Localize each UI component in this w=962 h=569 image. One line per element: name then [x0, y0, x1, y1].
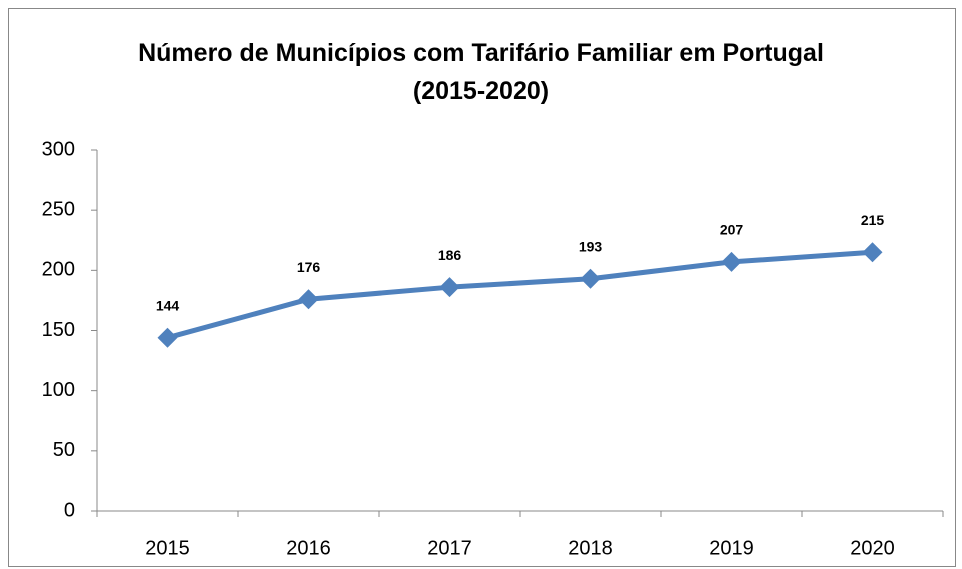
data-label: 215: [861, 212, 885, 228]
x-tick-label: 2017: [427, 537, 472, 559]
point-marker: [439, 277, 460, 298]
data-label: 176: [297, 259, 321, 275]
x-tick-label: 2018: [568, 537, 613, 559]
x-tick-label: 2020: [850, 537, 895, 559]
y-tick-label: 50: [53, 439, 75, 461]
point-marker: [862, 242, 883, 263]
data-label: 186: [438, 247, 462, 263]
y-tick-label: 100: [42, 379, 75, 401]
y-tick-label: 300: [42, 138, 75, 160]
y-tick-label: 0: [64, 499, 75, 521]
line-series: [166, 249, 873, 341]
x-tick-label: 2015: [145, 537, 190, 559]
y-tick-label: 200: [42, 259, 75, 281]
point-marker: [721, 251, 742, 272]
point-marker: [298, 289, 319, 310]
data-label: 144: [156, 297, 180, 313]
x-tick-label: 2016: [286, 537, 331, 559]
x-tick-label: 2019: [709, 537, 754, 559]
point-marker: [580, 268, 601, 289]
data-label: 193: [579, 238, 603, 254]
point-marker: [157, 327, 178, 348]
y-tick-label: 250: [42, 198, 75, 220]
chart-title: Número de Municípios com Tarifário Famil…: [138, 39, 824, 105]
chart-border: [8, 8, 956, 567]
y-tick-label: 150: [42, 319, 75, 341]
data-label: 207: [720, 222, 744, 238]
